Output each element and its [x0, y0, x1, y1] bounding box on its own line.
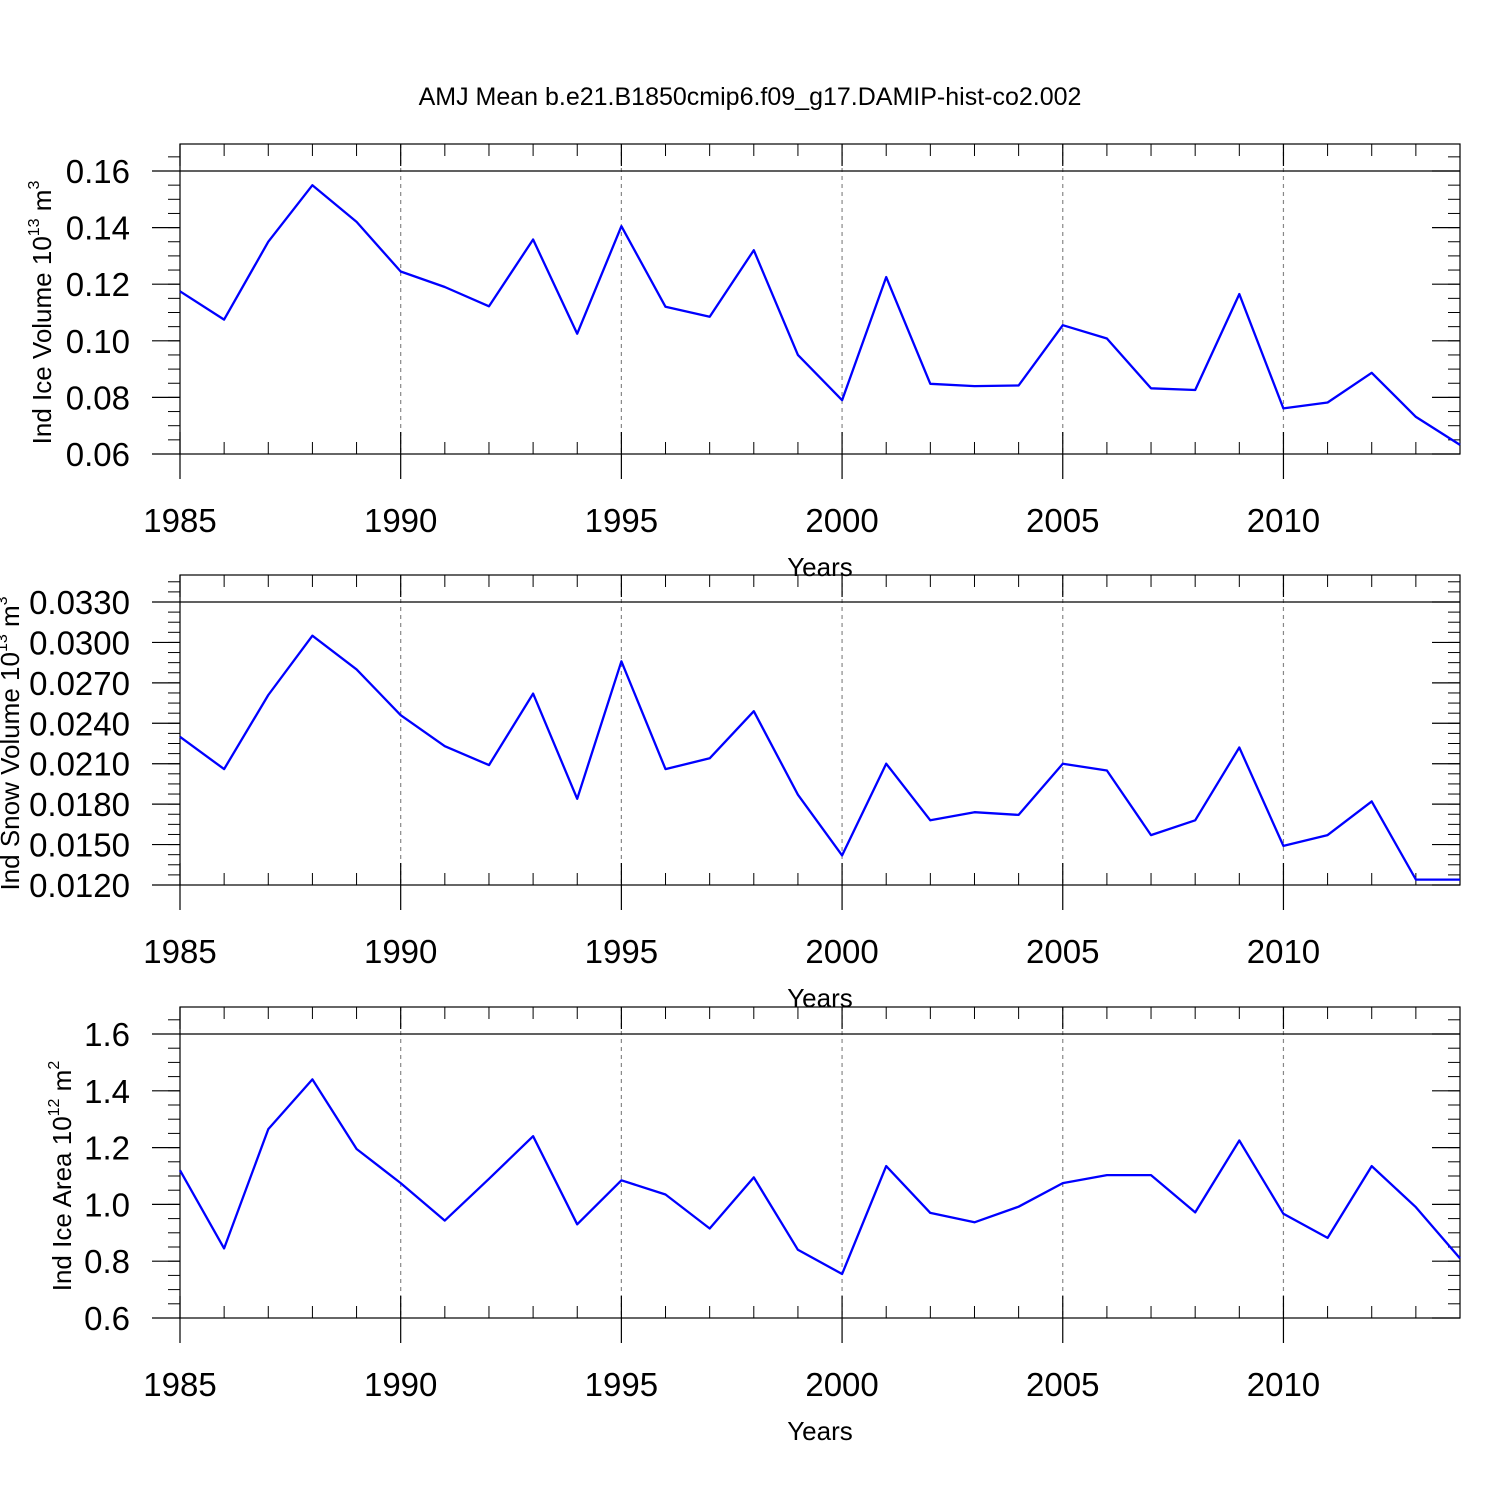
x-tick-label: 1995 [585, 1366, 658, 1403]
y-tick-label: 0.06 [66, 436, 130, 473]
y-tick-label: 0.0240 [29, 705, 130, 742]
y-axis-title: Ind Ice Area 1012 m2 [46, 1061, 77, 1292]
y-tick-label: 0.0180 [29, 786, 130, 823]
x-axis-title: Years [787, 1416, 853, 1446]
x-tick-label: 1990 [364, 1366, 437, 1403]
y-tick-label: 0.0120 [29, 867, 130, 904]
x-tick-label: 2000 [805, 1366, 878, 1403]
y-tick-label: 1.4 [84, 1073, 130, 1110]
plot-frame [179, 574, 1461, 886]
chart-panels: 1985 1990 1995 2000 2005 2010 0.06 0.08 0.10 0.12… [0, 143, 1461, 1446]
y-tick-label: 0.0300 [29, 624, 130, 661]
y-axis-title: Ind Ice Volume 1013 m3 [26, 181, 57, 445]
data-line [179, 184, 1461, 446]
x-tick-label: 2005 [1026, 502, 1099, 539]
y-axis-title-unit: m [27, 190, 57, 219]
y-tick-label: 0.14 [66, 210, 130, 247]
x-tick-label: 2010 [1247, 502, 1320, 539]
x-tick-label: 1985 [143, 502, 216, 539]
y-axis-title-base: Ind Snow Volume 10 [0, 652, 25, 891]
y-tick-label: 0.08 [66, 379, 130, 416]
x-tick-label: 1990 [364, 933, 437, 970]
y-tick-label: 0.10 [66, 323, 130, 360]
y-tick-label: 0.6 [84, 1300, 130, 1337]
x-tick-label: 1995 [585, 502, 658, 539]
plot-frame [179, 1006, 1461, 1319]
y-tick-label: 1.6 [84, 1016, 130, 1053]
y-axis-title-unit: m [47, 1070, 77, 1099]
x-tick-label: 2000 [805, 933, 878, 970]
y-tick-label: 0.8 [84, 1243, 130, 1280]
y-axis-title-unit-exponent: 3 [26, 181, 43, 190]
chart-panel-3: 1985 1990 1995 2000 2005 2010 0.6 0.8 1.0 1.2 1.4 1… [46, 1006, 1461, 1446]
y-tick-label: 1.2 [84, 1130, 130, 1167]
y-axis-title-unit-exponent: 3 [0, 596, 11, 605]
y-axis-title-unit: m [0, 605, 25, 634]
plot-frame [179, 143, 1461, 455]
x-axis-title: Years [787, 552, 853, 582]
x-tick-label: 2005 [1026, 1366, 1099, 1403]
x-tick-label: 2010 [1247, 1366, 1320, 1403]
x-tick-label: 2005 [1026, 933, 1099, 970]
x-tick-label: 2000 [805, 502, 878, 539]
x-tick-label: 1985 [143, 1366, 216, 1403]
chart-panel-1: 1985 1990 1995 2000 2005 2010 0.06 0.08 0.10 0.12… [26, 143, 1461, 582]
y-axis-title-base: Ind Ice Volume 10 [27, 236, 57, 444]
y-tick-label: 0.0330 [29, 584, 130, 621]
y-tick-label: 0.16 [66, 153, 130, 190]
y-tick-label: 0.0210 [29, 746, 130, 783]
y-axis-title-exponent: 13 [26, 218, 43, 236]
y-tick-label: 0.0150 [29, 827, 130, 864]
data-line [179, 634, 1460, 881]
y-tick-label: 0.12 [66, 266, 130, 303]
y-axis-title-base: Ind Ice Area 10 [47, 1116, 77, 1291]
y-tick-label: 0.0270 [29, 665, 130, 702]
y-axis-title-exponent: 12 [46, 1098, 63, 1116]
y-tick-label: 1.0 [84, 1186, 130, 1223]
x-tick-label: 1995 [585, 933, 658, 970]
y-axis-title-unit-exponent: 2 [46, 1061, 63, 1070]
x-tick-label: 2010 [1247, 933, 1320, 970]
chart-title: AMJ Mean b.e21.B1850cmip6.f09_g17.DAMIP-… [419, 83, 1082, 111]
y-axis-title-exponent: 13 [0, 634, 11, 652]
x-tick-label: 1990 [364, 502, 437, 539]
x-tick-label: 1985 [143, 933, 216, 970]
x-axis-title: Years [787, 983, 853, 1013]
y-axis-title: Ind Snow Volume 1013 m3 [0, 596, 25, 890]
data-line [178, 1078, 1461, 1276]
